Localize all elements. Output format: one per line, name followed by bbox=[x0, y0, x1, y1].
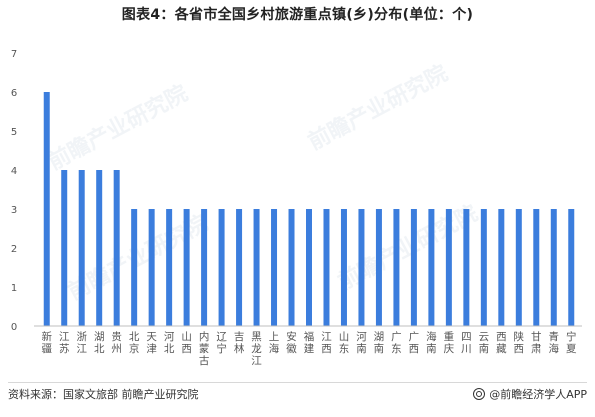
bar bbox=[306, 209, 312, 326]
bar bbox=[96, 170, 103, 326]
x-tick-label: 湖南 bbox=[374, 331, 385, 355]
x-tick-label: 河南 bbox=[356, 331, 367, 355]
x-tick-label: 西藏 bbox=[496, 331, 507, 355]
footer-divider bbox=[8, 382, 587, 383]
bar bbox=[183, 209, 190, 326]
x-tick-label: 黑龙江 bbox=[251, 331, 262, 367]
x-tick-label: 广西 bbox=[409, 331, 420, 355]
bar bbox=[61, 170, 68, 326]
x-tick-label: 福建 bbox=[304, 330, 315, 355]
bar bbox=[445, 209, 452, 326]
x-tick-label: 重庆 bbox=[444, 330, 455, 355]
bar bbox=[533, 209, 540, 326]
x-tick-label: 山西 bbox=[181, 331, 192, 355]
bar bbox=[375, 209, 382, 326]
bar bbox=[236, 209, 243, 326]
x-tick-label: 江西 bbox=[321, 331, 332, 355]
brand-logo-icon bbox=[473, 388, 486, 400]
y-axis: 0 1 2 3 4 5 6 7 bbox=[11, 49, 17, 333]
brand-credit: @前瞻经济学人APP bbox=[473, 386, 587, 402]
bar bbox=[78, 170, 85, 326]
bar-chart: 0 1 2 3 4 5 6 7 新疆江苏浙江湖北贵州北京天津河北山西内蒙古辽宁吉林黑龙江上海安… bbox=[11, 49, 582, 367]
x-tick-label: 河北 bbox=[164, 331, 175, 355]
bar bbox=[288, 209, 295, 326]
bar bbox=[323, 209, 330, 326]
x-tick-label: 安徽 bbox=[286, 330, 297, 355]
bar bbox=[218, 209, 225, 326]
bar bbox=[166, 209, 173, 326]
x-tick-label: 内蒙古 bbox=[199, 330, 210, 367]
bar bbox=[480, 209, 487, 326]
y-tick-label: 2 bbox=[11, 244, 17, 255]
bar bbox=[201, 209, 208, 326]
y-tick-label: 0 bbox=[11, 322, 17, 333]
bar-series bbox=[43, 92, 575, 326]
bar bbox=[515, 209, 522, 326]
x-axis: 新疆江苏浙江湖北贵州北京天津河北山西内蒙古辽宁吉林黑龙江上海安徽福建江西山东河南… bbox=[34, 325, 582, 367]
bar bbox=[271, 209, 278, 326]
y-tick-label: 1 bbox=[11, 283, 17, 294]
bar bbox=[550, 209, 557, 326]
x-tick-label: 广东 bbox=[391, 331, 402, 355]
x-tick-label: 吉林 bbox=[234, 331, 245, 355]
bar bbox=[113, 170, 120, 326]
x-tick-label: 湖北 bbox=[94, 331, 105, 355]
y-tick-label: 4 bbox=[11, 166, 17, 177]
y-tick-label: 7 bbox=[11, 49, 17, 60]
x-tick-label: 贵州 bbox=[111, 330, 122, 355]
x-tick-label: 浙江 bbox=[76, 331, 87, 355]
x-tick-label: 北京 bbox=[129, 331, 140, 355]
y-tick-label: 6 bbox=[11, 88, 17, 99]
x-tick-label: 江苏 bbox=[59, 331, 70, 355]
x-tick-label: 天津 bbox=[146, 331, 157, 355]
bar bbox=[148, 209, 155, 326]
x-tick-label: 青海 bbox=[549, 330, 560, 355]
x-tick-label: 新疆 bbox=[41, 330, 52, 355]
bar bbox=[131, 209, 138, 326]
x-tick-label: 甘肃 bbox=[531, 330, 542, 355]
x-tick-label: 四川 bbox=[461, 331, 472, 355]
chart-title: 图表4：各省市全国乡村旅游重点镇(乡)分布(单位：个) bbox=[121, 7, 474, 23]
bar bbox=[410, 209, 417, 326]
x-tick-label: 云南 bbox=[479, 331, 490, 355]
bar bbox=[463, 209, 470, 326]
brand-label: @前瞻经济学人APP bbox=[489, 388, 587, 401]
x-tick-label: 海南 bbox=[426, 330, 437, 355]
x-tick-label: 上海 bbox=[269, 331, 280, 355]
x-tick-label: 陕西 bbox=[514, 330, 525, 355]
x-tick-label: 辽宁 bbox=[216, 331, 227, 355]
y-tick-label: 5 bbox=[11, 127, 17, 138]
bar bbox=[340, 209, 347, 326]
bar bbox=[358, 209, 365, 326]
bar bbox=[498, 209, 505, 326]
bar bbox=[568, 209, 575, 326]
bar bbox=[43, 92, 50, 326]
x-tick-label: 山东 bbox=[339, 331, 350, 355]
source-note: 资料来源：国家文旅部 前瞻产业研究院 bbox=[8, 388, 199, 401]
y-tick-label: 3 bbox=[11, 205, 17, 216]
bar bbox=[253, 209, 260, 326]
bar bbox=[428, 209, 435, 326]
x-tick-label: 宁夏 bbox=[566, 330, 577, 355]
bar bbox=[393, 209, 400, 326]
